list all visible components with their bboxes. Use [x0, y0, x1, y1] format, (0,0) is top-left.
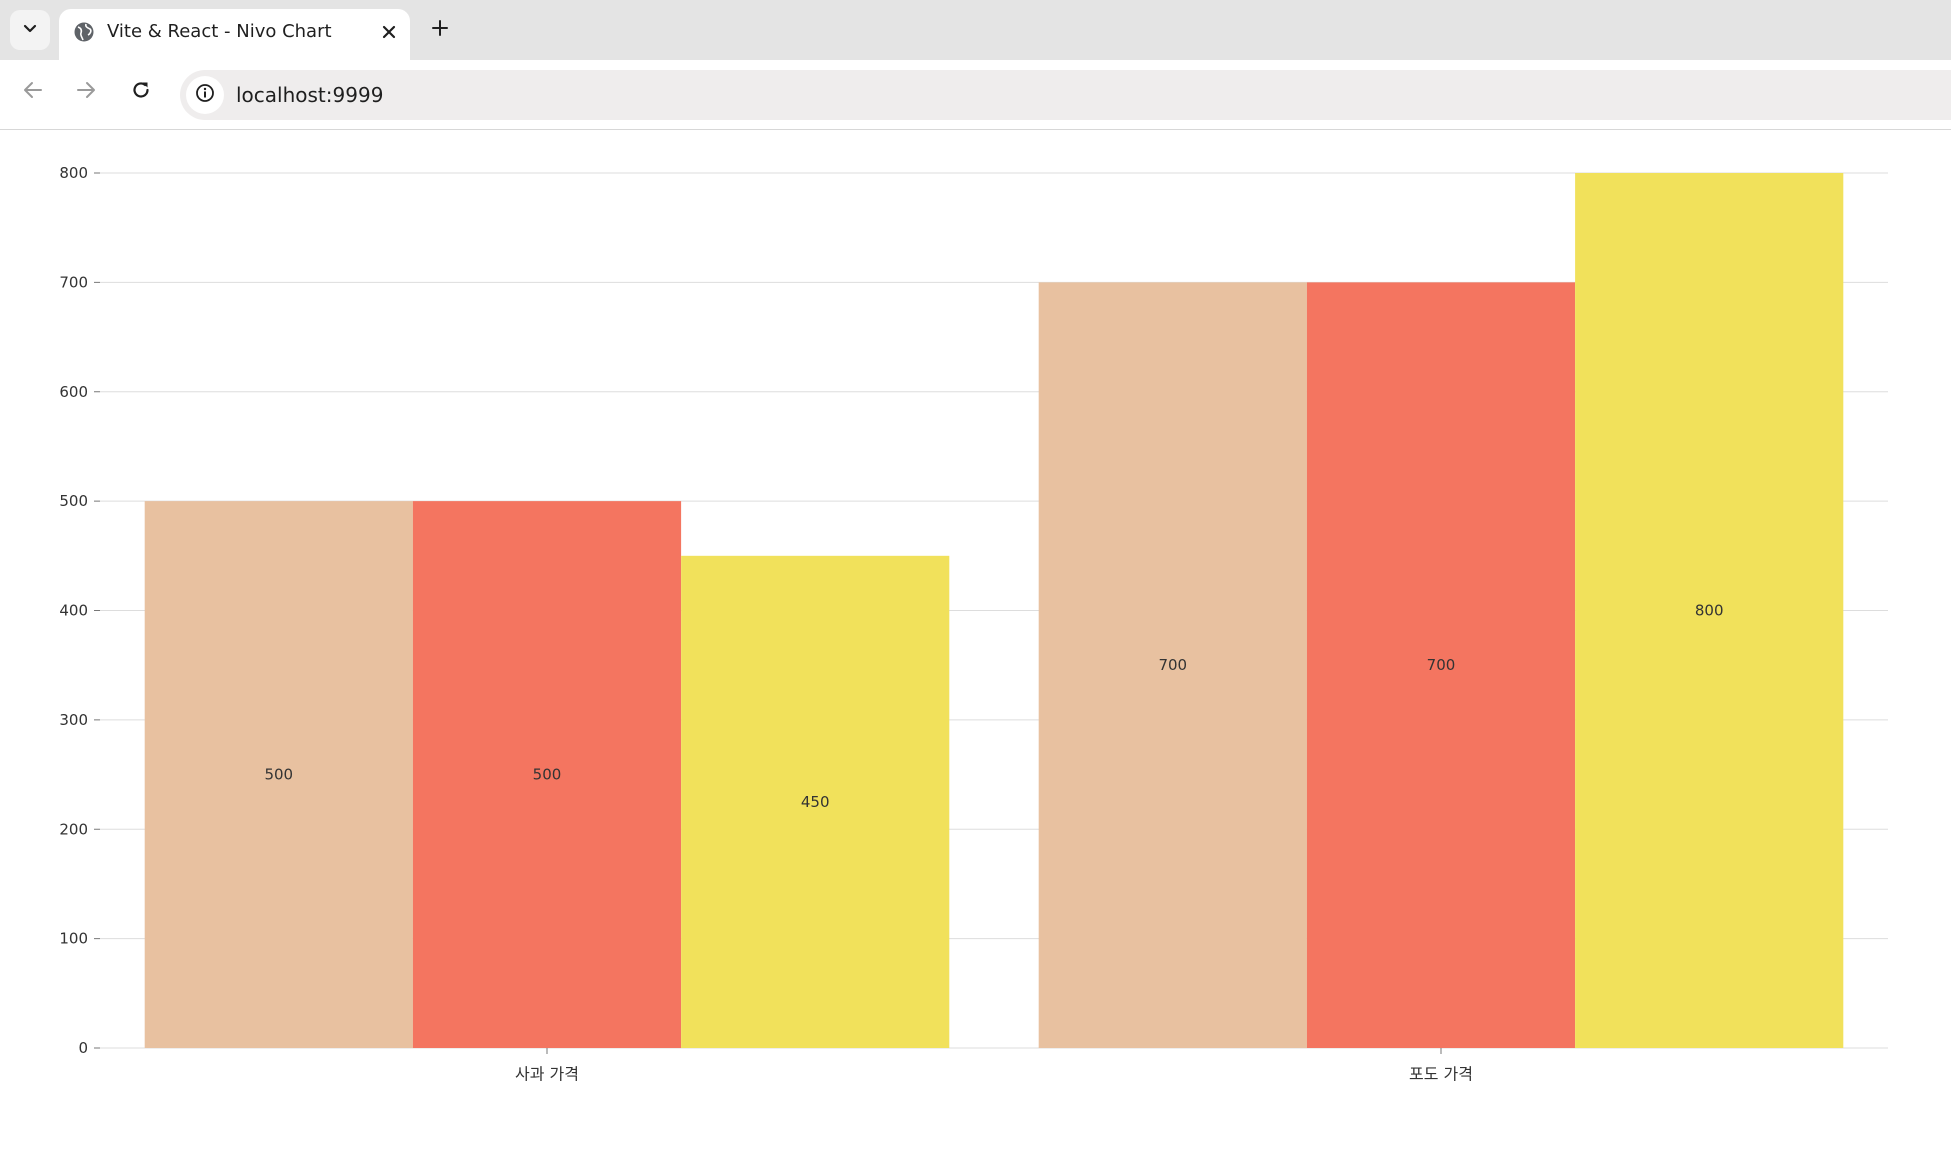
y-tick-label: 600	[59, 383, 88, 401]
bar	[1038, 282, 1307, 1048]
reload-icon	[130, 79, 152, 105]
bar	[412, 501, 682, 1048]
back-arrow-icon	[22, 79, 44, 105]
bar	[681, 555, 950, 1048]
active-tab[interactable]: Vite & React - Nivo Chart	[59, 9, 410, 60]
reload-button[interactable]	[123, 74, 159, 110]
y-tick-label: 700	[59, 273, 88, 291]
y-tick-label: 400	[59, 602, 88, 620]
x-tick-label: 포도 가격	[1409, 1065, 1473, 1084]
y-tick-label: 200	[59, 820, 88, 838]
info-icon	[195, 83, 215, 107]
bar-value-label: 450	[801, 793, 830, 811]
forward-button[interactable]	[68, 74, 104, 110]
bar	[1306, 282, 1576, 1048]
address-bar[interactable]: localhost:9999	[180, 70, 1951, 120]
url-text: localhost:9999	[236, 83, 384, 107]
tab-strip: Vite & React - Nivo Chart	[0, 0, 1951, 60]
y-tick-label: 100	[59, 930, 88, 948]
bar-value-label: 700	[1427, 656, 1456, 674]
browser-toolbar: localhost:9999	[0, 60, 1951, 130]
bar	[1575, 173, 1844, 1048]
tab-title: Vite & React - Nivo Chart	[107, 21, 332, 42]
y-tick-label: 800	[59, 164, 88, 182]
y-tick-label: 300	[59, 711, 88, 729]
x-tick-label: 사과 가격	[515, 1065, 579, 1084]
bar-value-label: 500	[264, 766, 293, 784]
forward-arrow-icon	[75, 79, 97, 105]
y-tick-label: 0	[78, 1039, 88, 1057]
bar-chart: 0 100 200 300 400 500 600 700 800 500 500 450 사과 가격 7…	[59, 164, 1888, 1084]
new-tab-button[interactable]	[424, 14, 456, 46]
bar-value-label: 800	[1695, 602, 1724, 620]
bar-value-label: 700	[1158, 656, 1187, 674]
bar	[144, 501, 413, 1048]
close-icon[interactable]	[375, 18, 403, 46]
tab-list-chevron-icon	[22, 20, 38, 40]
plus-icon	[431, 19, 449, 41]
back-button[interactable]	[15, 74, 51, 110]
globe-icon	[73, 21, 95, 43]
tab-search-button[interactable]	[10, 10, 50, 50]
site-info-button[interactable]	[186, 76, 224, 114]
bar-value-label: 500	[533, 766, 562, 784]
y-tick-label: 500	[59, 492, 88, 510]
